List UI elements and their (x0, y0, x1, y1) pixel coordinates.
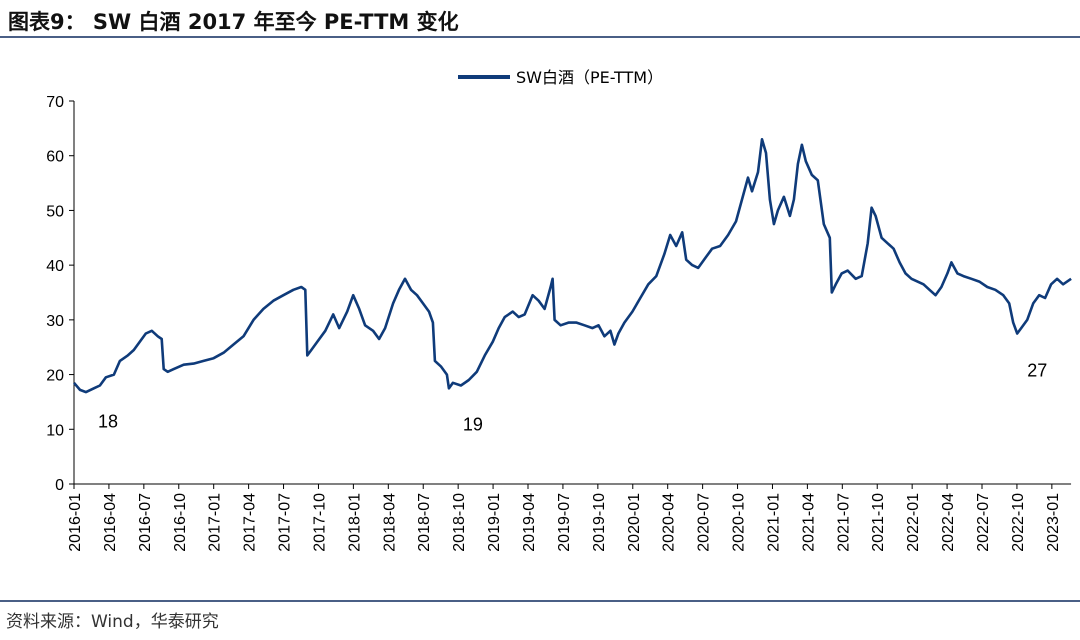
y-tick-label: 50 (46, 203, 64, 220)
y-tick-label: 30 (46, 313, 64, 330)
y-tick-label: 40 (46, 258, 64, 275)
x-tick-label: 2016-01 (67, 493, 84, 552)
x-tick-label: 2018-04 (381, 493, 398, 552)
x-tick-label: 2018-07 (416, 493, 433, 552)
y-tick-label: 10 (46, 422, 64, 439)
x-tick-label: 2017-01 (207, 493, 224, 552)
x-tick-label: 2019-10 (591, 493, 608, 552)
y-tick-label: 0 (55, 477, 64, 494)
pe-ttm-chart: SW白酒（PE-TTM） 0 10 20 30 40 50 60 70 2016-01 2016-… (46, 68, 1072, 552)
x-tick-label: 2016-07 (137, 493, 154, 552)
x-tick-label: 2021-01 (765, 493, 782, 552)
annotation-label: 18 (98, 412, 118, 432)
x-tick-label: 2022-10 (1010, 493, 1027, 552)
x-tick-label: 2017-07 (277, 493, 294, 552)
bottom-divider (0, 600, 1080, 602)
annotation-layer: 18 19 27 (98, 360, 1047, 434)
axes: 0 10 20 30 40 50 60 70 2016-01 2016-04 2016-07 2016… (46, 94, 1072, 552)
x-tick-label: 2022-01 (905, 493, 922, 552)
x-tick-label: 2021-04 (800, 493, 817, 552)
x-tick-label: 2021-10 (870, 493, 887, 552)
y-tick-label: 60 (46, 149, 64, 166)
source-note: 资料来源：Wind，华泰研究 (6, 612, 219, 632)
x-tick-label: 2020-04 (661, 493, 678, 552)
chart-title: 图表9： SW 白酒 2017 年至今 PE-TTM 变化 (8, 10, 459, 34)
x-tick-label: 2017-04 (242, 493, 259, 552)
x-tick-label: 2016-10 (172, 493, 189, 552)
x-tick-label: 2020-10 (731, 493, 748, 552)
legend: SW白酒（PE-TTM） (458, 68, 663, 87)
y-tick-label: 70 (46, 94, 64, 111)
x-tick-label: 2019-04 (521, 493, 538, 552)
x-tick-label: 2018-01 (346, 493, 363, 552)
annotation-label: 27 (1027, 360, 1047, 380)
x-tick-label: 2022-07 (975, 493, 992, 552)
annotation-label: 19 (463, 414, 483, 434)
x-tick-label: 2019-01 (486, 493, 503, 552)
x-tick-label: 2019-07 (556, 493, 573, 552)
x-tick-label: 2022-04 (940, 493, 957, 552)
x-tick-label: 2021-07 (835, 493, 852, 552)
x-tick-label: 2023-01 (1045, 493, 1062, 552)
x-tick-label: 2016-04 (102, 493, 119, 552)
legend-label: SW白酒（PE-TTM） (516, 68, 663, 87)
series-line-sw-baijiu-pe-ttm (73, 138, 1072, 394)
series-layer (73, 138, 1072, 394)
top-divider (0, 36, 1080, 38)
y-tick-label: 20 (46, 368, 64, 385)
x-tick-label: 2020-01 (626, 493, 643, 552)
x-tick-label: 2020-07 (696, 493, 713, 552)
x-tick-label: 2018-10 (451, 493, 468, 552)
x-tick-label: 2017-10 (311, 493, 328, 552)
